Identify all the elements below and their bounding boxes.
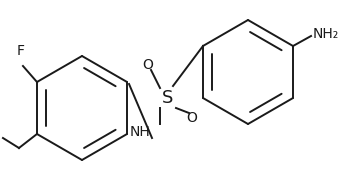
Text: NH₂: NH₂ xyxy=(313,27,339,41)
Text: NH: NH xyxy=(129,125,150,139)
Text: O: O xyxy=(143,58,153,72)
Text: S: S xyxy=(162,89,174,107)
Text: F: F xyxy=(17,44,25,58)
Text: O: O xyxy=(186,111,198,125)
